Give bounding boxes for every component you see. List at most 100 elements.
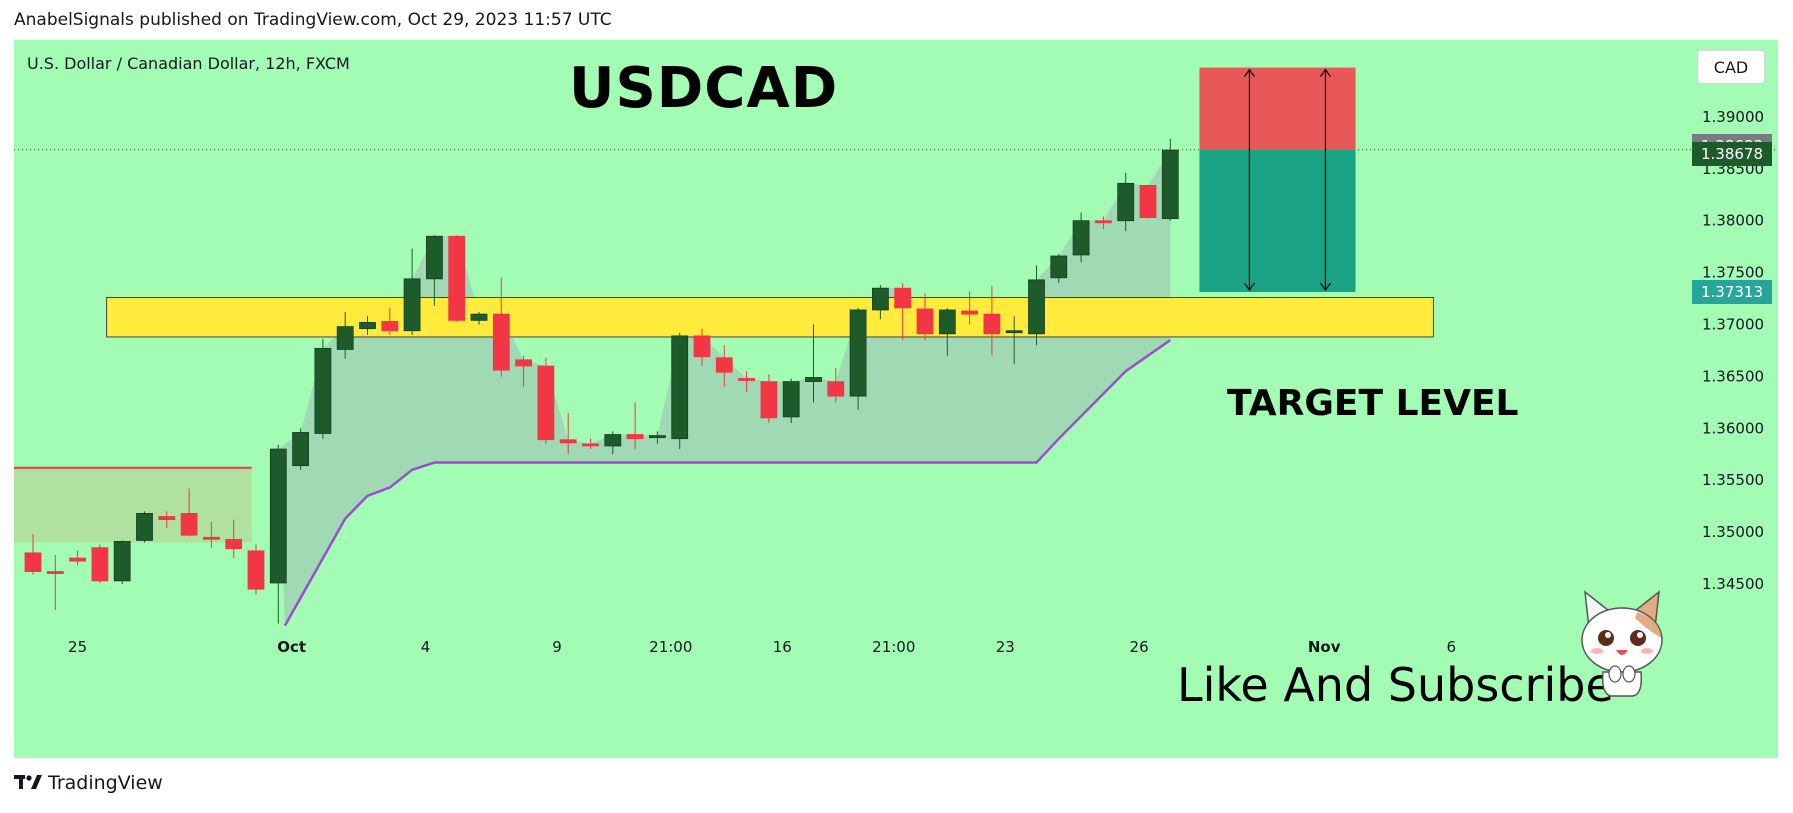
x-tick-label: 4	[421, 638, 431, 656]
symbol-info: U.S. Dollar / Canadian Dollar, 12h, FXCM	[27, 54, 350, 73]
candle-body	[738, 378, 755, 381]
y-tick-label: 1.39000	[1702, 108, 1764, 126]
candle-body	[247, 550, 265, 590]
x-tick-label: 21:00	[649, 638, 692, 656]
candle-body	[225, 538, 243, 550]
candle	[69, 550, 86, 566]
candle-body	[961, 310, 978, 315]
candle-body	[515, 359, 533, 367]
candle	[626, 402, 644, 450]
chart-frame[interactable]: 1.34500 1.35000 1.35500 1.36000 1.36500 1.370…	[14, 40, 1778, 758]
y-tick-label: 1.36500	[1702, 367, 1764, 385]
candle-body	[671, 335, 689, 440]
candle	[1005, 316, 1023, 364]
candle	[827, 368, 845, 403]
candle	[359, 316, 376, 335]
candle-body	[849, 309, 867, 397]
candle-body	[582, 443, 599, 447]
candle	[292, 428, 310, 470]
y-tick-label: 1.37500	[1702, 264, 1764, 282]
arrow-head-up-0	[1243, 68, 1255, 77]
price-tag-last-close: 1.38678	[1692, 142, 1772, 167]
range-box	[14, 467, 252, 543]
candle-body	[292, 432, 310, 467]
x-tick-label: 23	[996, 638, 1015, 656]
candle-body	[760, 381, 778, 419]
candle	[872, 285, 889, 320]
candle	[113, 540, 131, 584]
candle	[715, 345, 733, 387]
candle	[46, 554, 64, 610]
tradingview-logo[interactable]: TradingView	[14, 772, 163, 794]
stop-loss-box	[1199, 67, 1356, 150]
candle-body	[180, 513, 198, 536]
price-tag-target: 1.37313	[1692, 280, 1772, 304]
candle-body	[805, 377, 822, 382]
candle	[448, 235, 466, 322]
chart-title: USDCAD	[569, 56, 839, 121]
candle-body	[69, 557, 86, 562]
candle-body	[1139, 185, 1157, 218]
chart-canvas[interactable]: 1.34500 1.35000 1.35500 1.36000 1.36500 1.370…	[14, 40, 1778, 758]
arrow-head-up-1	[1319, 68, 1331, 77]
candle-body	[46, 571, 64, 574]
candle-body	[1050, 255, 1068, 279]
indicator-band	[278, 150, 1171, 626]
cat-mascot-icon	[1581, 590, 1663, 697]
candle	[336, 312, 354, 359]
candle-body	[359, 322, 376, 330]
candle-body	[693, 335, 711, 358]
candle	[1117, 172, 1135, 232]
candle	[582, 438, 599, 450]
candle	[537, 357, 555, 444]
candle-body	[113, 541, 131, 582]
candle	[269, 444, 287, 624]
candle	[782, 378, 800, 424]
candle	[1095, 216, 1112, 230]
candle-body	[604, 434, 622, 447]
candle	[492, 277, 510, 377]
candle-body	[1005, 330, 1023, 334]
candle-body	[715, 357, 733, 373]
candle-body	[1028, 279, 1045, 335]
currency-button[interactable]: CAD	[1697, 50, 1765, 84]
x-tick-label: 21:00	[872, 638, 915, 656]
x-tick-label: 26	[1130, 638, 1149, 656]
y-tick-label: 1.35000	[1702, 523, 1764, 541]
candle-body	[649, 435, 666, 439]
candle	[1050, 253, 1068, 283]
candle	[470, 312, 488, 325]
candle	[805, 324, 822, 403]
candle	[938, 307, 956, 356]
candle	[760, 374, 778, 424]
candle-body	[782, 381, 800, 418]
candle	[314, 339, 332, 439]
candle	[1161, 138, 1179, 221]
candle-body	[470, 313, 488, 321]
candle	[916, 293, 934, 341]
candle-body	[827, 381, 845, 397]
candle-body	[425, 235, 443, 280]
candle-body	[336, 326, 354, 350]
x-tick-label: 6	[1447, 638, 1457, 656]
candle	[425, 235, 443, 306]
candle-body	[894, 287, 912, 309]
y-tick-label: 1.36000	[1702, 419, 1764, 437]
candle-body	[202, 536, 220, 540]
candle	[604, 431, 622, 455]
candle	[1139, 185, 1157, 219]
x-tick-label: Nov	[1308, 638, 1341, 656]
y-tick-label: 1.34500	[1702, 575, 1764, 593]
candle-body	[448, 235, 466, 321]
candle-body	[269, 448, 287, 584]
candle-body	[1095, 220, 1112, 224]
candle	[671, 332, 689, 450]
x-tick-label: 16	[773, 638, 792, 656]
x-tick-label: Oct	[277, 638, 306, 656]
candle-body	[916, 308, 934, 335]
y-tick-label: 1.38000	[1702, 212, 1764, 230]
candle	[202, 521, 220, 548]
candle	[180, 488, 198, 537]
candle-body	[24, 552, 42, 572]
publish-header: AnabelSignals published on TradingView.c…	[14, 10, 612, 30]
